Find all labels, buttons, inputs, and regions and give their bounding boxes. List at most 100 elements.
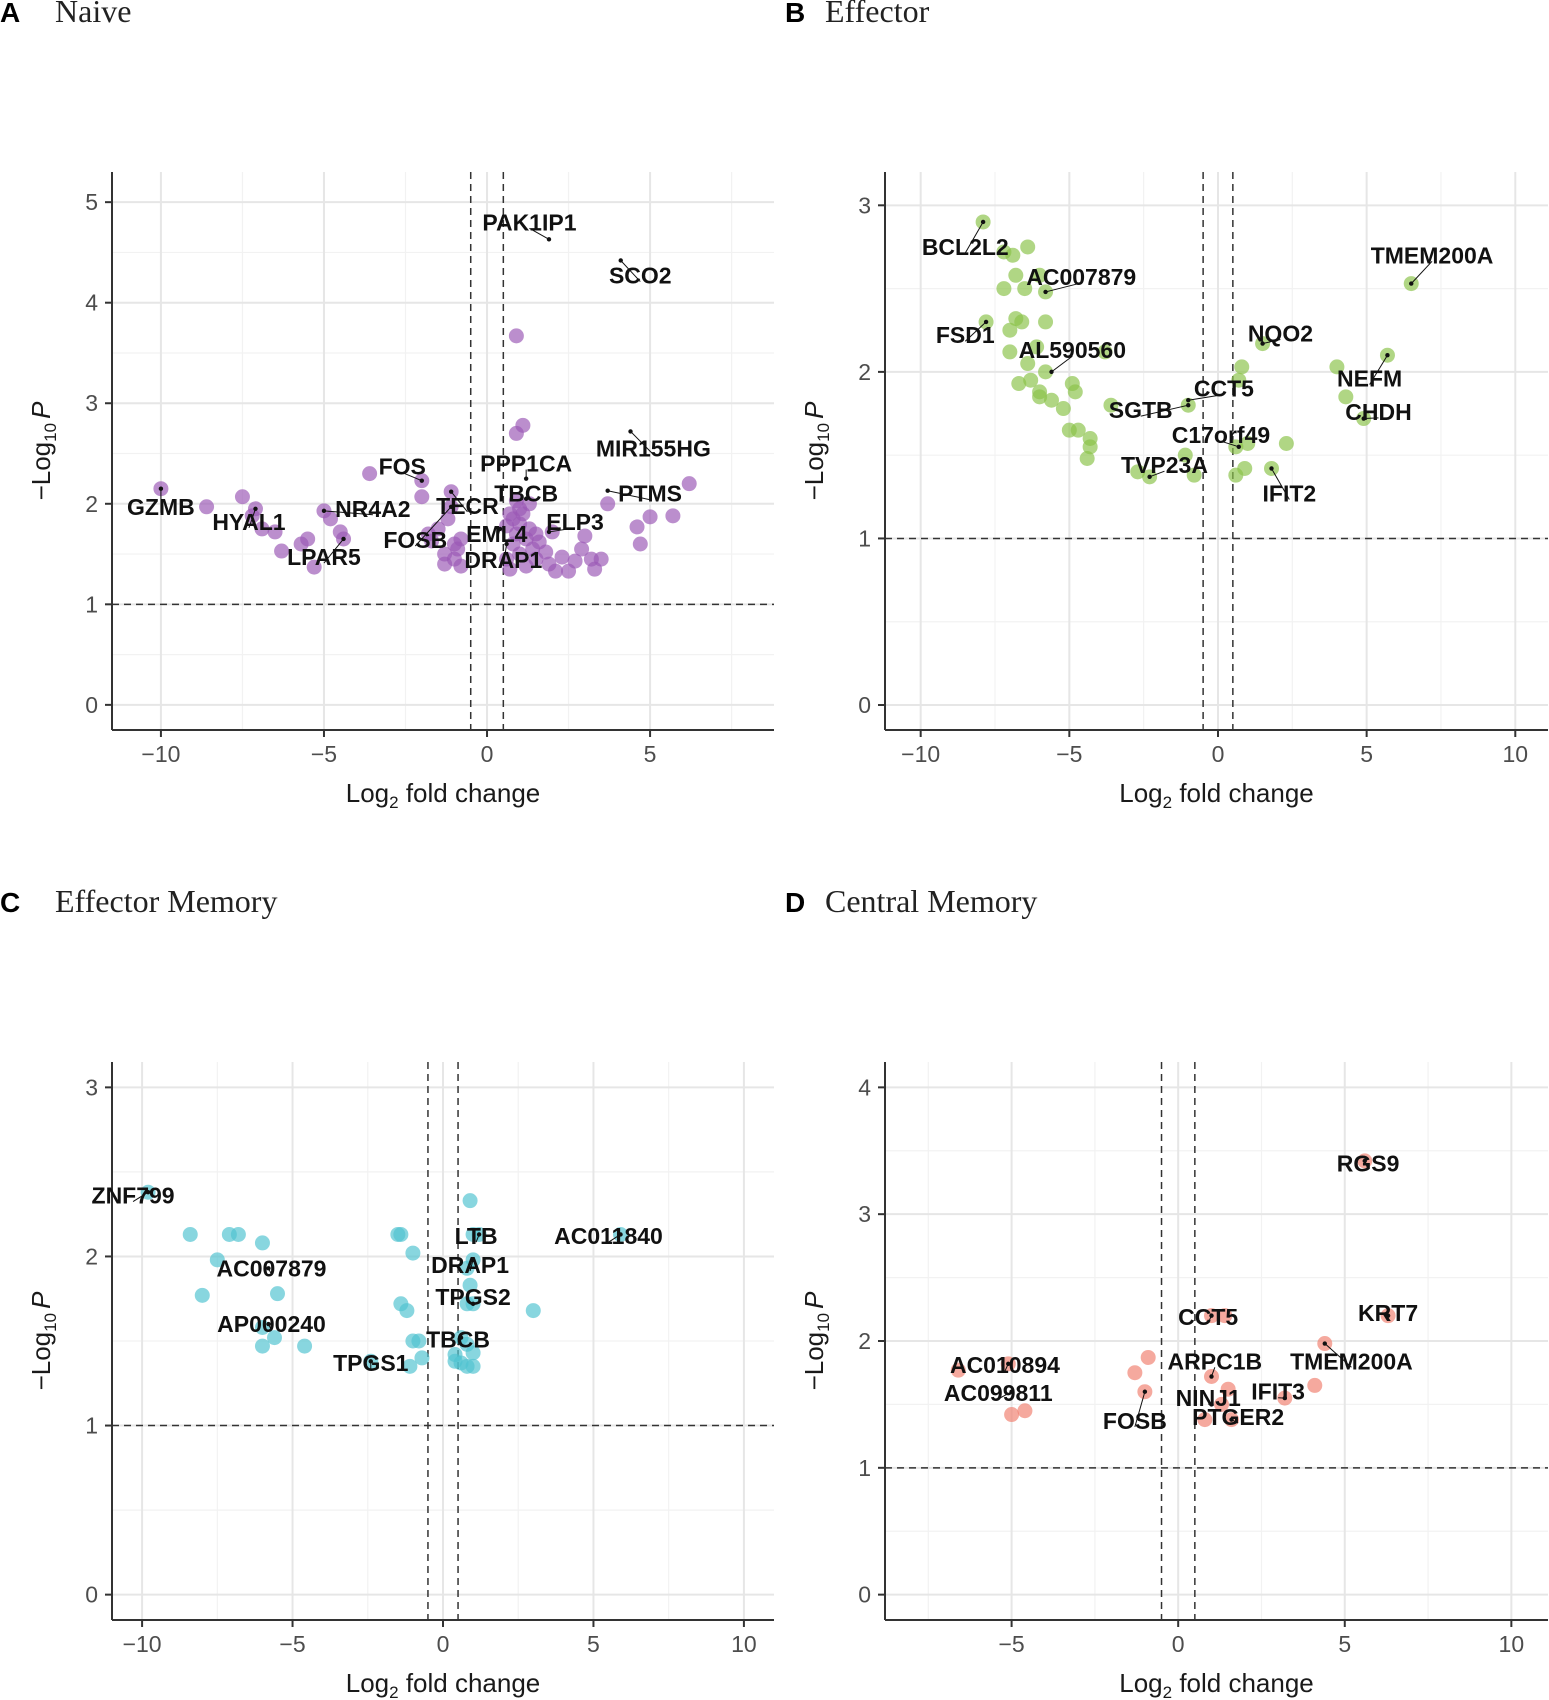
label-anchor bbox=[1409, 281, 1414, 286]
label-anchor bbox=[1322, 1341, 1327, 1346]
y-axis-label-sub: 10 bbox=[814, 1313, 833, 1332]
label-anchor bbox=[1361, 416, 1366, 421]
x-tick-label: 0 bbox=[437, 1631, 450, 1657]
y-tick-label: 4 bbox=[85, 290, 98, 316]
label-anchor bbox=[341, 536, 346, 542]
data-point bbox=[274, 543, 290, 559]
label-connector bbox=[1363, 417, 1379, 420]
data-point bbox=[399, 1303, 415, 1319]
label-anchor bbox=[983, 319, 989, 325]
y-tick-label: 1 bbox=[85, 1413, 98, 1439]
label-connector bbox=[1045, 282, 1082, 293]
data-point bbox=[1005, 247, 1021, 263]
data-point bbox=[574, 541, 590, 557]
x-axis-label-sub: 2 bbox=[1163, 793, 1172, 812]
panel-letter: D bbox=[785, 887, 805, 918]
label-anchor bbox=[523, 476, 529, 481]
data-point bbox=[266, 1330, 282, 1346]
data-point bbox=[362, 466, 378, 482]
gene-label: AL590560 bbox=[1019, 337, 1126, 363]
data-point bbox=[593, 551, 609, 567]
label-anchor bbox=[1269, 466, 1274, 471]
data-point bbox=[182, 1226, 198, 1242]
y-axis-label-main: −Log bbox=[26, 442, 56, 501]
data-point bbox=[453, 558, 469, 574]
data-point bbox=[1043, 392, 1059, 408]
y-tick-label: 3 bbox=[85, 1074, 98, 1100]
y-axis-label: −Log10 P bbox=[26, 1291, 60, 1391]
x-tick-label: −5 bbox=[279, 1631, 305, 1657]
y-axis-label-sub: 10 bbox=[814, 423, 833, 442]
gene-label: NR4A2 bbox=[335, 496, 410, 522]
data-point bbox=[393, 1226, 409, 1242]
gene-label: CCT5 bbox=[1178, 1304, 1238, 1330]
label-connector bbox=[1140, 404, 1189, 417]
data-point bbox=[1329, 359, 1345, 375]
label-connector bbox=[620, 260, 641, 282]
label-connector bbox=[1369, 354, 1388, 385]
x-axis-label: Log2 fold change bbox=[1119, 778, 1314, 812]
gene-label: IFIT3 bbox=[1251, 1379, 1305, 1405]
gene-label: FOS bbox=[379, 454, 426, 480]
gene-label: AC011840 bbox=[554, 1223, 663, 1249]
gene-label: MIR155HG bbox=[596, 435, 711, 461]
label-anchor bbox=[448, 504, 454, 509]
gene-label: AC010894 bbox=[950, 1352, 1060, 1378]
data-point bbox=[254, 1319, 270, 1335]
gene-label: AC007879 bbox=[216, 1255, 326, 1281]
data-point bbox=[199, 499, 215, 515]
y-tick-label: 4 bbox=[858, 1074, 871, 1100]
gene-label: TPGS1 bbox=[333, 1350, 409, 1376]
data-point bbox=[1140, 1349, 1156, 1365]
gene-label: ELP3 bbox=[546, 509, 604, 535]
label-anchor bbox=[504, 541, 509, 547]
label-connector bbox=[323, 510, 373, 516]
x-axis-label: Log2 fold change bbox=[346, 1668, 541, 1700]
y-tick-label: 1 bbox=[85, 591, 98, 617]
data-point bbox=[306, 559, 322, 575]
data-point bbox=[528, 526, 544, 542]
data-point bbox=[1008, 267, 1024, 283]
data-point bbox=[402, 1358, 418, 1374]
label-anchor bbox=[1282, 1395, 1287, 1401]
data-point bbox=[1002, 322, 1018, 338]
x-axis-label-rest: fold change bbox=[1172, 778, 1314, 808]
label-connector bbox=[248, 508, 256, 529]
data-point bbox=[1038, 314, 1054, 330]
data-point bbox=[1070, 422, 1086, 438]
data-point bbox=[1237, 460, 1253, 476]
label-anchor bbox=[1006, 1361, 1011, 1367]
data-point bbox=[538, 544, 554, 560]
data-point bbox=[300, 531, 316, 547]
panel-letter: C bbox=[0, 887, 20, 918]
gene-label: TVP23A bbox=[1121, 452, 1208, 478]
y-axis-label: −Log10 P bbox=[799, 401, 833, 501]
y-axis-label-sub: 10 bbox=[41, 1313, 60, 1332]
label-connector bbox=[1262, 339, 1281, 345]
data-point bbox=[1032, 389, 1048, 405]
data-point bbox=[1004, 1407, 1020, 1423]
label-anchor bbox=[1009, 1389, 1014, 1394]
x-tick-label: −10 bbox=[141, 741, 180, 767]
data-point bbox=[502, 506, 518, 522]
gene-label: LTB bbox=[455, 1223, 498, 1249]
x-axis-label-rest: fold change bbox=[1172, 1668, 1314, 1698]
data-point bbox=[1055, 401, 1071, 417]
data-point bbox=[1127, 1365, 1143, 1381]
data-point bbox=[453, 531, 469, 547]
x-axis-label-sub: 2 bbox=[389, 1683, 398, 1700]
gene-label: FSD1 bbox=[936, 322, 995, 348]
label-connector bbox=[1324, 1343, 1352, 1368]
label-connector bbox=[1188, 394, 1225, 401]
gene-label: LPAR5 bbox=[287, 544, 361, 570]
gene-label: CCT5 bbox=[1194, 376, 1254, 402]
data-point bbox=[1014, 314, 1030, 330]
label-connector bbox=[998, 1391, 1012, 1400]
data-point bbox=[1029, 339, 1045, 355]
label-anchor bbox=[1186, 402, 1191, 408]
data-point bbox=[1186, 467, 1202, 483]
data-point bbox=[1197, 1412, 1213, 1428]
data-point bbox=[629, 519, 645, 535]
label-connector bbox=[402, 472, 422, 482]
